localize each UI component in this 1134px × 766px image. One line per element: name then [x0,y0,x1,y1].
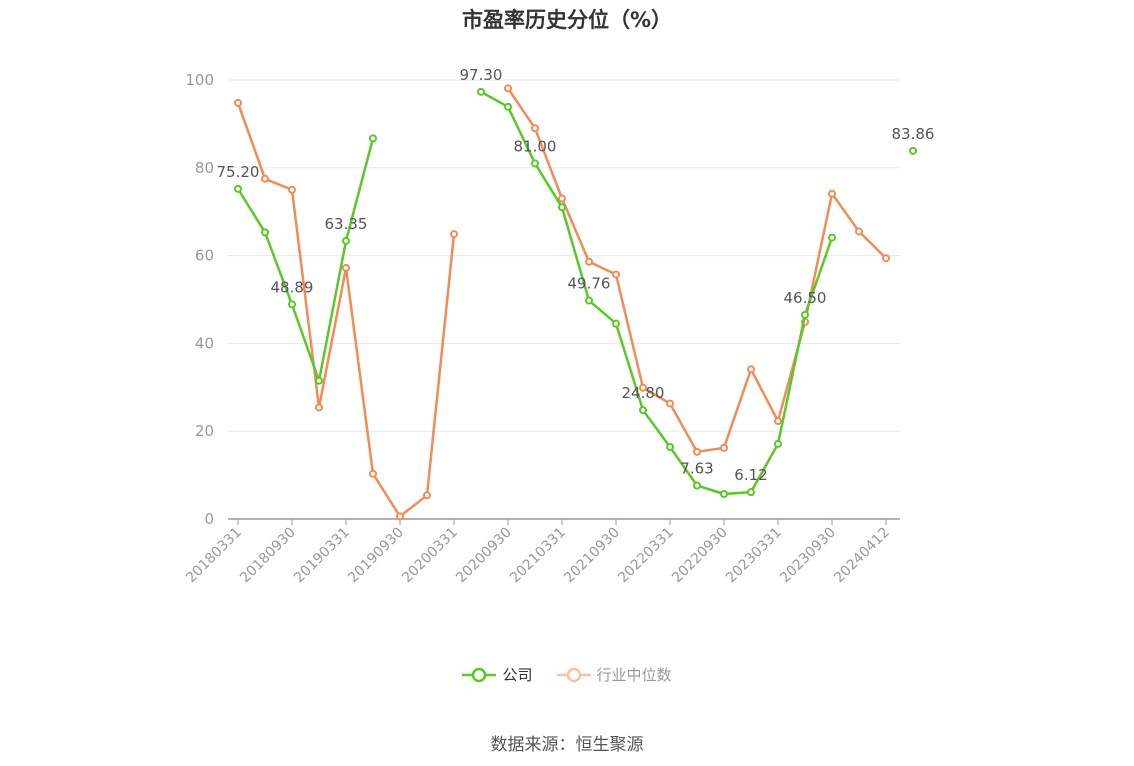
x-tick-label: 20230930 [777,525,839,587]
data-point-industry[interactable] [828,189,836,198]
y-tick-label: 40 [195,334,214,352]
data-point-company[interactable] [801,310,809,319]
data-point-industry[interactable] [261,174,269,183]
data-point-company[interactable] [693,481,701,490]
data-label-company: 46.50 [784,289,827,307]
data-label-company: 83.86 [892,125,935,143]
data-label-company: 81.00 [514,137,557,155]
data-point-industry[interactable] [315,403,323,412]
y-tick-label: 80 [195,159,214,177]
data-point-industry[interactable] [855,227,863,236]
data-point-industry[interactable] [423,491,431,500]
data-point-industry[interactable] [747,365,755,374]
data-point-company[interactable] [558,203,566,212]
data-point-company[interactable] [612,319,620,328]
data-label-company: 7.63 [680,460,713,478]
x-tick-label: 20210331 [507,525,569,587]
data-point-company[interactable] [720,489,728,498]
x-tick-label: 20200930 [453,525,515,587]
data-label-company: 6.12 [734,466,767,484]
data-point-company[interactable] [828,233,836,242]
data-point-company[interactable] [342,236,350,245]
data-point-industry[interactable] [369,469,377,478]
x-tick-label: 20230331 [723,525,785,587]
x-tick-label: 20180331 [183,525,245,587]
data-point-industry[interactable] [558,194,566,203]
data-point-company[interactable] [477,87,485,96]
data-point-industry[interactable] [639,383,647,392]
data-label-company: 97.30 [460,66,503,84]
x-tick-label: 20190930 [345,525,407,587]
data-point-company[interactable] [369,134,377,143]
data-point-company[interactable] [315,376,323,385]
data-point-industry[interactable] [720,443,728,452]
data-point-company[interactable] [747,488,755,497]
data-point-industry[interactable] [396,512,404,521]
data-point-company[interactable] [288,300,296,309]
data-point-company[interactable] [585,296,593,305]
data-label-company: 48.89 [271,278,314,296]
legend-label-company: 公司 [502,666,533,684]
data-point-company[interactable] [504,102,512,111]
data-label-company: 63.35 [325,215,368,233]
data-point-industry[interactable] [504,84,512,93]
grid-layer [228,79,900,432]
x-tick-label: 20180930 [237,525,299,587]
data-point-company[interactable] [234,184,242,193]
data-point-industry[interactable] [666,399,674,408]
y-tick-label: 20 [195,422,214,440]
data-point-company[interactable] [774,439,782,448]
legend: 公司 行业中位数 [0,664,1134,685]
chart-title: 市盈率历史分位（%） [461,8,673,32]
data-point-industry[interactable] [450,230,458,239]
data-point-industry[interactable] [693,447,701,456]
data-point-industry[interactable] [342,263,350,272]
data-point-company[interactable] [261,228,269,237]
data-point-industry[interactable] [882,254,890,263]
data-label-layer: 75.20 48.89 63.35 97.30 81.00 49.76 24.80 7.63 6… [217,66,935,484]
data-source: 数据来源：恒生聚源 [490,735,644,755]
data-label-company: 75.20 [217,163,260,181]
data-point-company[interactable] [639,406,647,415]
legend-swatch-company [462,667,497,682]
data-point-industry[interactable] [531,124,539,133]
x-tick-label: 20190331 [291,525,353,587]
series-layer [234,84,917,521]
data-label-company: 49.76 [568,275,611,293]
x-tick-label: 20220930 [669,525,731,587]
data-point-company[interactable] [666,443,674,452]
data-point-industry[interactable] [774,417,782,426]
data-point-company[interactable] [909,146,917,155]
x-tick-label: 20200331 [399,525,461,587]
data-label-company: 24.80 [622,384,665,402]
data-point-industry[interactable] [288,185,296,194]
legend-item-company[interactable]: 公司 [462,664,533,685]
x-tick-label: 20210930 [561,525,623,587]
x-tick-label: 20240412 [831,525,893,587]
y-tick-label: 100 [185,71,214,89]
y-tick-label: 60 [195,247,214,265]
x-tick-label: 20220331 [615,525,677,587]
legend-swatch-industry [556,667,591,682]
data-point-company[interactable] [531,159,539,168]
legend-item-industry[interactable]: 行业中位数 [556,664,672,685]
data-point-industry[interactable] [585,257,593,266]
y-tick-label: 0 [204,510,214,528]
data-point-industry[interactable] [234,98,242,107]
data-point-industry[interactable] [612,270,620,279]
legend-label-industry: 行业中位数 [596,666,672,684]
